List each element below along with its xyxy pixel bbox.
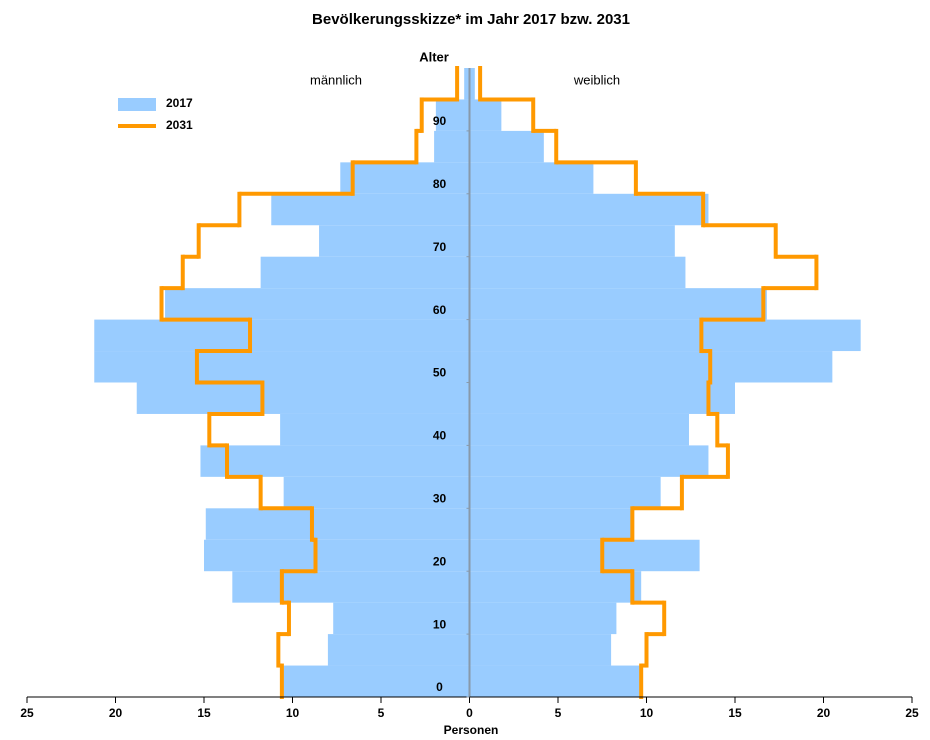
bar <box>469 99 502 131</box>
bar <box>469 602 617 635</box>
bar <box>327 634 470 666</box>
bar <box>280 413 470 446</box>
bar <box>333 602 470 635</box>
bar <box>319 225 470 257</box>
bar <box>94 319 470 352</box>
y-tick-label: 50 <box>433 366 447 380</box>
bar <box>283 476 470 509</box>
bar <box>469 445 709 477</box>
bar <box>469 351 833 383</box>
x-tick-label: 20 <box>817 706 831 720</box>
y-tick-label: 80 <box>433 177 447 191</box>
x-tick-label: 25 <box>905 706 919 720</box>
y-tick-label: 60 <box>433 303 447 317</box>
y-tick-label: 20 <box>433 554 447 568</box>
bar <box>469 476 661 509</box>
bar <box>469 130 544 163</box>
x-tick-label: 10 <box>286 706 300 720</box>
x-tick-label: 20 <box>109 706 123 720</box>
bar <box>469 571 642 603</box>
bar <box>469 665 642 697</box>
y-tick-label: 70 <box>433 240 447 254</box>
bar <box>464 68 470 100</box>
bar <box>94 351 470 383</box>
bar <box>283 665 470 697</box>
legend-label: 2031 <box>166 118 193 132</box>
y-axis-label: Alter <box>419 49 449 64</box>
bar <box>469 256 686 289</box>
x-tick-label: 5 <box>378 706 385 720</box>
bar <box>434 130 470 163</box>
bar <box>469 288 767 320</box>
left-label: männlich <box>310 72 362 87</box>
right-label: weiblich <box>573 72 620 87</box>
bar <box>469 382 735 414</box>
x-tick-label: 15 <box>728 706 742 720</box>
x-axis-label: Personen <box>444 723 499 737</box>
bar <box>469 413 689 446</box>
bar <box>260 256 470 289</box>
y-tick-label: 40 <box>433 429 447 443</box>
bar <box>469 225 675 257</box>
x-tick-label: 10 <box>640 706 654 720</box>
bar <box>469 634 612 666</box>
y-tick-label: 10 <box>433 617 447 631</box>
bar <box>205 508 470 540</box>
chart-title: Bevölkerungsskizze* im Jahr 2017 bzw. 20… <box>312 11 630 28</box>
bar <box>469 539 700 572</box>
bar <box>469 68 475 100</box>
bar <box>204 539 470 572</box>
y-tick-label: 0 <box>436 680 443 694</box>
y-tick-label: 30 <box>433 491 447 505</box>
bar <box>340 162 470 194</box>
y-tick-label: 90 <box>433 114 447 128</box>
x-tick-label: 5 <box>555 706 562 720</box>
bar <box>435 99 470 131</box>
bar <box>469 508 635 540</box>
bar <box>469 193 709 226</box>
legend-label: 2017 <box>166 96 193 110</box>
bar <box>469 162 594 194</box>
x-tick-label: 15 <box>197 706 211 720</box>
bar <box>232 571 470 603</box>
bar <box>165 288 470 320</box>
bar <box>136 382 470 414</box>
bar <box>271 193 470 226</box>
bar <box>200 445 470 477</box>
legend-swatch <box>118 98 156 111</box>
x-tick-label: 0 <box>466 706 473 720</box>
x-tick-label: 25 <box>20 706 34 720</box>
bar <box>469 319 861 352</box>
